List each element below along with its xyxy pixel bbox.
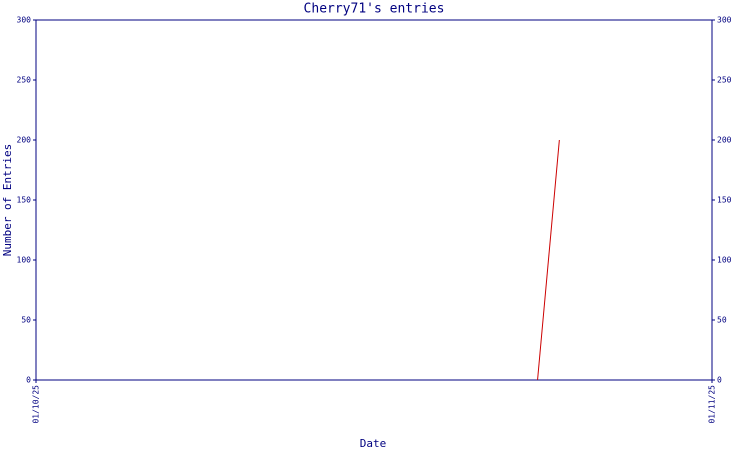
- y-tick-label: 150: [17, 196, 32, 205]
- y-tick-label: 100: [17, 256, 32, 265]
- y-tick-label-right: 100: [717, 256, 732, 265]
- y-axis-title: Number of Entries: [1, 144, 14, 257]
- y-tick-label: 300: [17, 16, 32, 25]
- y-tick-label: 200: [17, 136, 32, 145]
- x-tick-label: 01/11/25: [708, 385, 717, 424]
- x-tick-label: 01/10/25: [32, 385, 41, 424]
- y-tick-label-right: 50: [717, 316, 727, 325]
- y-tick-label-right: 250: [717, 76, 732, 85]
- y-tick-label: 50: [21, 316, 31, 325]
- data-line: [537, 139, 560, 381]
- chart-title: Cherry71's entries: [304, 2, 445, 17]
- y-tick-label: 0: [26, 376, 31, 385]
- y-tick-label: 250: [17, 76, 32, 85]
- y-tick-label-right: 200: [717, 136, 732, 145]
- x-axis-title: Date: [360, 437, 387, 450]
- y-tick-label-right: 0: [717, 376, 722, 385]
- y-tick-label-right: 300: [717, 16, 732, 25]
- y-tick-label-right: 150: [717, 196, 732, 205]
